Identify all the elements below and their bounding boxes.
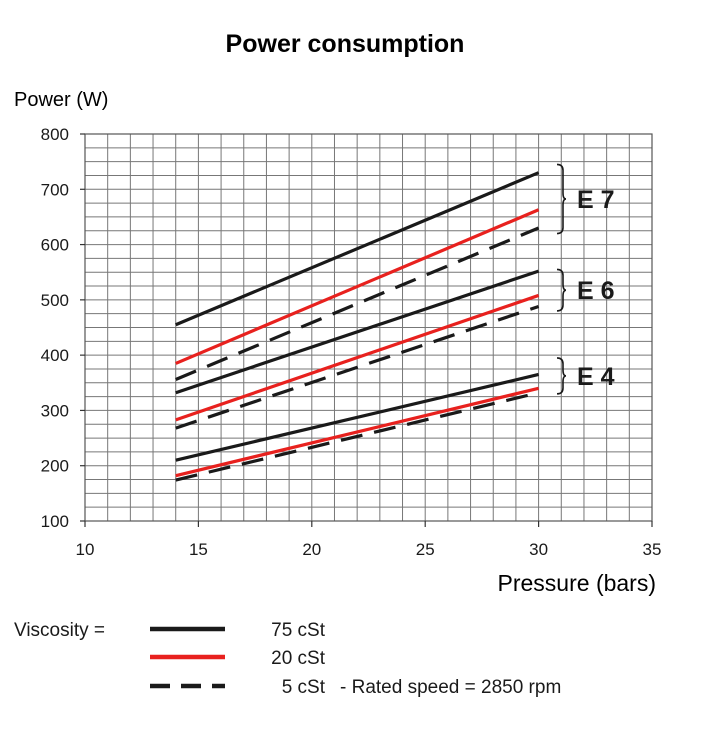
legend-note: - Rated speed = 2850 rpm	[340, 677, 561, 698]
group-label: E 7	[577, 186, 615, 214]
group-brace	[556, 268, 567, 312]
group-brace	[556, 163, 567, 235]
axis-ticks: 10 15 20 25 30 35 100 200 300 400 500 600 700 800	[41, 125, 662, 559]
series-line-e6-75cst	[175, 269, 540, 395]
group-label: E 4	[577, 363, 615, 391]
group-label: E 6	[577, 277, 615, 305]
legend-label: 20 cSt	[271, 648, 326, 669]
series-line-e7-5cst	[175, 226, 540, 381]
y-tick-label: 300	[41, 401, 69, 420]
series-line-e4-5cst	[175, 391, 539, 482]
y-tick-label: 600	[41, 236, 69, 255]
chart-title: Power consumption	[226, 30, 465, 58]
x-tick-label: 30	[529, 540, 548, 559]
x-tick-label: 10	[76, 540, 95, 559]
y-tick-label: 700	[41, 180, 69, 199]
series-line-e6-20cst	[175, 293, 540, 422]
y-tick-label: 400	[41, 346, 69, 365]
x-tick-label: 20	[302, 540, 321, 559]
series-line-e7-20cst	[175, 208, 540, 365]
legend: Viscosity = 75 cSt 20 cSt 5 cSt - Rated spee…	[14, 620, 561, 698]
y-tick-label: 800	[41, 125, 69, 144]
series-line-e4-75cst	[175, 372, 539, 462]
legend-label: 5 cSt	[282, 677, 326, 698]
y-tick-label: 200	[41, 457, 69, 476]
series-lines	[175, 171, 540, 482]
x-tick-label: 15	[189, 540, 208, 559]
x-axis-label: Pressure (bars)	[498, 570, 656, 596]
x-tick-label: 25	[416, 540, 435, 559]
y-tick-label: 500	[41, 291, 69, 310]
y-tick-label: 100	[41, 512, 69, 531]
series-line-e4-20cst	[175, 386, 539, 478]
series-line-e7-75cst	[175, 171, 540, 327]
x-tick-label: 35	[643, 540, 662, 559]
group-brace	[556, 357, 567, 395]
grid	[84, 133, 653, 522]
plot-frame	[84, 133, 653, 522]
series-line-e6-5cst	[175, 304, 540, 430]
y-axis-label: Power (W)	[14, 89, 108, 111]
legend-label: 75 cSt	[271, 620, 326, 641]
legend-prefix: Viscosity =	[14, 620, 105, 641]
group-annotations: E 7 E 6 E 4	[556, 163, 615, 395]
